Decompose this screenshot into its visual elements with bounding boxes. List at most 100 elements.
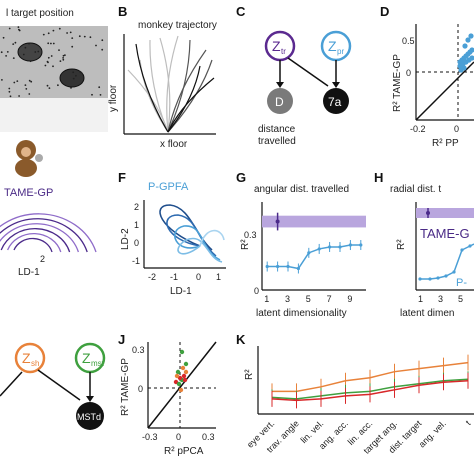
panel-e: LD-1 2 xyxy=(0,213,97,278)
panel-b-ylabel: y floor xyxy=(108,84,119,112)
scatter-point xyxy=(469,55,474,61)
node-z-pr-sub: pr xyxy=(337,47,344,56)
trajectories xyxy=(127,35,215,133)
data-point xyxy=(338,245,342,249)
texture-dot xyxy=(12,43,15,45)
texture-dot xyxy=(70,87,72,89)
trajectory-line xyxy=(167,49,207,133)
panel-f-xtick-1: -2 xyxy=(148,272,156,282)
scatter-point xyxy=(179,349,185,355)
panel-h-band-point xyxy=(426,211,430,215)
panel-f-ylabel: LD-2 xyxy=(120,228,131,250)
data-point xyxy=(348,243,352,247)
scatter-point xyxy=(461,65,467,71)
panel-b-title: monkey trajectory xyxy=(138,20,217,31)
data-point xyxy=(317,247,321,251)
panel-d-xlabel: R² PP xyxy=(432,138,459,149)
trajectory-line xyxy=(135,43,169,133)
texture-dot xyxy=(101,48,104,51)
panel-g-xtick: 7 xyxy=(327,294,332,304)
scatter-point xyxy=(182,377,188,383)
data-point xyxy=(359,243,363,247)
texture-dot xyxy=(50,55,53,57)
data-point xyxy=(428,277,432,281)
texture-dot xyxy=(44,64,47,67)
texture-dot xyxy=(9,95,12,98)
texture-dot xyxy=(57,84,59,87)
texture-dot xyxy=(62,58,65,61)
texture-dot xyxy=(98,86,101,89)
texture-dot xyxy=(46,60,49,63)
panel-g-xlabel: latent dimensionality xyxy=(256,308,347,319)
panel-d-letter: D xyxy=(380,4,389,19)
node-z-tr-sub: tr xyxy=(281,47,286,56)
panel-h-points xyxy=(418,244,472,281)
svg-text:Z: Z xyxy=(272,38,281,54)
data-point xyxy=(328,245,332,249)
texture-dot xyxy=(75,74,77,77)
panel-c-caption-1: distance xyxy=(258,124,296,135)
panel-j-xtick-1: -0.3 xyxy=(142,432,158,442)
panel-j-points xyxy=(173,349,189,393)
panel-g-ylabel: R² xyxy=(240,239,251,250)
texture-dot xyxy=(99,94,102,96)
texture-dot xyxy=(13,81,16,84)
p-gpfa-trajectories xyxy=(159,204,225,263)
scatter-point xyxy=(465,37,471,43)
trajectory-line xyxy=(127,69,169,133)
node-z-mst-sub: mst xyxy=(91,359,105,368)
scatter-point xyxy=(180,365,186,371)
scatter-point xyxy=(469,47,474,53)
texture-dot xyxy=(52,65,54,68)
node-z-sh xyxy=(14,342,46,374)
panel-b: B monkey trajectory y floor x floor xyxy=(108,4,217,150)
texture-dot xyxy=(42,33,45,36)
texture-dot xyxy=(28,93,31,95)
monkey-icon xyxy=(15,140,43,177)
panel-h-letter: H xyxy=(374,170,383,185)
panel-b-xlabel: x floor xyxy=(160,139,188,150)
panel-k-category-label: t xyxy=(464,418,473,427)
ground-texture xyxy=(0,26,104,98)
panel-f-ytick-2: 1 xyxy=(134,220,139,230)
texture-dot xyxy=(28,42,30,45)
texture-dot xyxy=(66,32,68,34)
panel-i: Z sh Z mst MSTd xyxy=(0,342,106,430)
data-point xyxy=(286,264,290,269)
panel-d-ytick-2: 0 xyxy=(406,68,411,78)
data-point xyxy=(418,277,422,281)
texture-dot xyxy=(18,28,20,31)
panel-e-xlabel: LD-1 xyxy=(18,267,40,278)
panel-f-xtick-3: 0 xyxy=(196,272,201,282)
tame-gp-arcs xyxy=(0,213,97,253)
texture-dot xyxy=(12,57,15,59)
target-marker-2 xyxy=(59,68,85,88)
panel-k-category-label: ang. vel. xyxy=(417,418,448,449)
panel-g: G angular dist. travelled 0.3 0 R² laten… xyxy=(236,170,366,319)
texture-dot xyxy=(5,55,7,57)
texture-dot xyxy=(25,88,28,90)
panel-g-plot: 1 3 5 7 9 xyxy=(262,212,366,304)
panel-g-xtick: 3 xyxy=(285,294,290,304)
texture-dot xyxy=(8,90,11,93)
panel-j-ylabel: R² TAME-GP xyxy=(120,358,131,416)
texture-dot xyxy=(28,79,31,82)
texture-dot xyxy=(64,54,66,56)
panel-a: l target position TAME-GP xyxy=(0,8,108,199)
tame-gp-band xyxy=(262,215,366,228)
edge-tr-7a xyxy=(287,57,329,87)
texture-dot xyxy=(47,56,50,59)
tame-gp-arc xyxy=(0,218,88,253)
panel-d-points xyxy=(457,33,474,73)
panel-f-title: P-GPFA xyxy=(148,181,189,193)
scatter-point xyxy=(176,381,182,387)
panel-f-xlabel: LD-1 xyxy=(170,286,192,297)
texture-dot xyxy=(48,87,51,89)
node-mstd xyxy=(76,402,104,430)
texture-dot xyxy=(47,32,50,35)
texture-dot xyxy=(14,41,17,44)
texture-dot xyxy=(72,77,75,80)
